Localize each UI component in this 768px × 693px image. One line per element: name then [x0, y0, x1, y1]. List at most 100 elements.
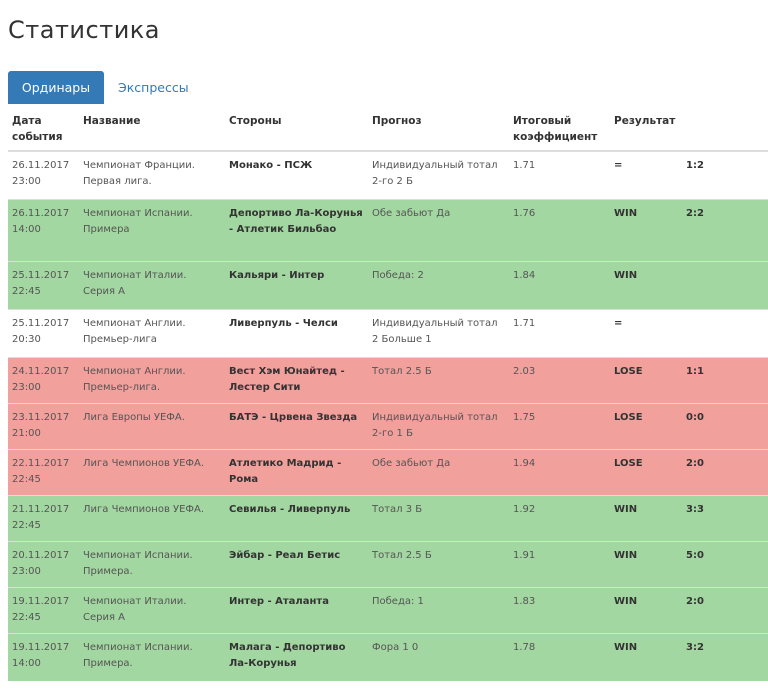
- cell-coef: 1.92: [509, 494, 610, 541]
- table-row: 21.11.2017 22:45 Лига Чемпионов УЕФА. Севи…: [8, 494, 768, 541]
- cell-forecast: Победа: 2: [368, 260, 509, 309]
- cell-score: 2:0: [682, 448, 768, 495]
- header-coef: Итоговый коэффициент: [509, 104, 610, 152]
- cell-name: Лига Чемпионов УЕФА.: [79, 494, 225, 541]
- table-row: 19.11.2017 22:45 Чемпионат Италии. Серия …: [8, 586, 768, 633]
- cell-result: LOSE: [610, 356, 682, 403]
- cell-forecast: Индивидуальный тотал 2 Больше 1: [368, 308, 509, 357]
- table-row: 22.11.2017 22:45 Лига Чемпионов УЕФА. Атле…: [8, 448, 768, 495]
- cell-teams: Малага - Депортиво Ла-Корунья: [225, 632, 368, 681]
- header-teams: Стороны: [225, 104, 368, 152]
- cell-date: 26.11.2017 23:00: [8, 150, 79, 199]
- cell-date: 19.11.2017 22:45: [8, 586, 79, 633]
- cell-forecast: Фора 1 0: [368, 632, 509, 681]
- cell-forecast: Обе забьют Да: [368, 448, 509, 495]
- cell-date: 24.11.2017 23:00: [8, 356, 79, 403]
- table-row: 26.11.2017 14:00 Чемпионат Испании. Приме…: [8, 198, 768, 261]
- cell-name: Чемпионат Англии. Премьер-лига: [79, 308, 225, 357]
- page-title: Статистика: [8, 16, 160, 44]
- cell-name: Чемпионат Франции. Первая лига.: [79, 150, 225, 199]
- cell-result: WIN: [610, 586, 682, 633]
- cell-score: 2:0: [682, 586, 768, 633]
- cell-coef: 1.76: [509, 198, 610, 261]
- cell-score: [682, 260, 768, 309]
- cell-score: 3:2: [682, 632, 768, 681]
- cell-name: Лига Чемпионов УЕФА.: [79, 448, 225, 495]
- cell-coef: 1.83: [509, 586, 610, 633]
- cell-result: WIN: [610, 494, 682, 541]
- cell-coef: 1.94: [509, 448, 610, 495]
- header-score: [682, 104, 768, 152]
- cell-teams: БАТЭ - Црвена Звезда: [225, 402, 368, 449]
- table-row: 20.11.2017 23:00 Чемпионат Испании. Приме…: [8, 540, 768, 587]
- stats-table: Дата события Название Стороны Прогноз Ит…: [8, 104, 768, 681]
- cell-result: LOSE: [610, 402, 682, 449]
- tab-express[interactable]: Экспрессы: [118, 80, 189, 95]
- header-forecast: Прогноз: [368, 104, 509, 152]
- table-row: 25.11.2017 22:45 Чемпионат Италии. Серия …: [8, 260, 768, 309]
- cell-forecast: Тотал 3 Б: [368, 494, 509, 541]
- cell-name: Чемпионат Испании. Примера: [79, 198, 225, 261]
- cell-coef: 1.78: [509, 632, 610, 681]
- header-result: Результат: [610, 104, 682, 152]
- table-row: 26.11.2017 23:00 Чемпионат Франции. Перва…: [8, 150, 768, 199]
- cell-coef: 1.75: [509, 402, 610, 449]
- cell-score: [682, 308, 768, 357]
- table-row: 19.11.2017 14:00 Чемпионат Испании. Приме…: [8, 632, 768, 681]
- cell-name: Чемпионат Италии. Серия А: [79, 260, 225, 309]
- cell-teams: Интер - Аталанта: [225, 586, 368, 633]
- cell-date: 21.11.2017 22:45: [8, 494, 79, 541]
- cell-name: Чемпионат Испании. Примера.: [79, 632, 225, 681]
- cell-score: 2:2: [682, 198, 768, 261]
- cell-coef: 1.71: [509, 150, 610, 199]
- cell-coef: 1.84: [509, 260, 610, 309]
- cell-result: =: [610, 150, 682, 199]
- cell-forecast: Тотал 2.5 Б: [368, 540, 509, 587]
- cell-teams: Монако - ПСЖ: [225, 150, 368, 199]
- cell-coef: 1.71: [509, 308, 610, 357]
- cell-teams: Депортиво Ла-Корунья - Атлетик Бильбао: [225, 198, 368, 261]
- cell-coef: 1.91: [509, 540, 610, 587]
- cell-result: LOSE: [610, 448, 682, 495]
- cell-name: Чемпионат Италии. Серия А: [79, 586, 225, 633]
- cell-date: 25.11.2017 22:45: [8, 260, 79, 309]
- table-header-row: Дата события Название Стороны Прогноз Ит…: [8, 104, 768, 152]
- cell-forecast: Тотал 2.5 Б: [368, 356, 509, 403]
- cell-result: WIN: [610, 198, 682, 261]
- tab-singles[interactable]: Ординары: [8, 71, 104, 104]
- table-row: 24.11.2017 23:00 Чемпионат Англии. Премье…: [8, 356, 768, 403]
- cell-teams: Атлетико Мадрид - Рома: [225, 448, 368, 495]
- cell-result: WIN: [610, 632, 682, 681]
- cell-teams: Вест Хэм Юнайтед - Лестер Сити: [225, 356, 368, 403]
- cell-coef: 2.03: [509, 356, 610, 403]
- cell-result: WIN: [610, 260, 682, 309]
- cell-score: 1:2: [682, 150, 768, 199]
- cell-forecast: Индивидуальный тотал 2-го 1 Б: [368, 402, 509, 449]
- header-name: Название: [79, 104, 225, 152]
- cell-result: WIN: [610, 540, 682, 587]
- cell-date: 20.11.2017 23:00: [8, 540, 79, 587]
- tabs-bar: Ординары Экспрессы: [8, 71, 768, 104]
- cell-forecast: Победа: 1: [368, 586, 509, 633]
- cell-date: 22.11.2017 22:45: [8, 448, 79, 495]
- cell-date: 23.11.2017 21:00: [8, 402, 79, 449]
- cell-teams: Ливерпуль - Челси: [225, 308, 368, 357]
- header-date: Дата события: [8, 104, 79, 152]
- cell-date: 26.11.2017 14:00: [8, 198, 79, 261]
- cell-name: Чемпионат Испании. Примера.: [79, 540, 225, 587]
- cell-name: Чемпионат Англии. Премьер-лига.: [79, 356, 225, 403]
- cell-date: 19.11.2017 14:00: [8, 632, 79, 681]
- cell-date: 25.11.2017 20:30: [8, 308, 79, 357]
- cell-forecast: Обе забьют Да: [368, 198, 509, 261]
- cell-teams: Эйбар - Реал Бетис: [225, 540, 368, 587]
- cell-name: Лига Европы УЕФА.: [79, 402, 225, 449]
- table-row: 23.11.2017 21:00 Лига Европы УЕФА. БАТЭ - …: [8, 402, 768, 449]
- cell-teams: Севилья - Ливерпуль: [225, 494, 368, 541]
- table-row: 25.11.2017 20:30 Чемпионат Англии. Премье…: [8, 308, 768, 357]
- cell-score: 5:0: [682, 540, 768, 587]
- cell-score: 0:0: [682, 402, 768, 449]
- cell-forecast: Индивидуальный тотал 2-го 2 Б: [368, 150, 509, 199]
- cell-result: =: [610, 308, 682, 357]
- cell-teams: Кальяри - Интер: [225, 260, 368, 309]
- cell-score: 3:3: [682, 494, 768, 541]
